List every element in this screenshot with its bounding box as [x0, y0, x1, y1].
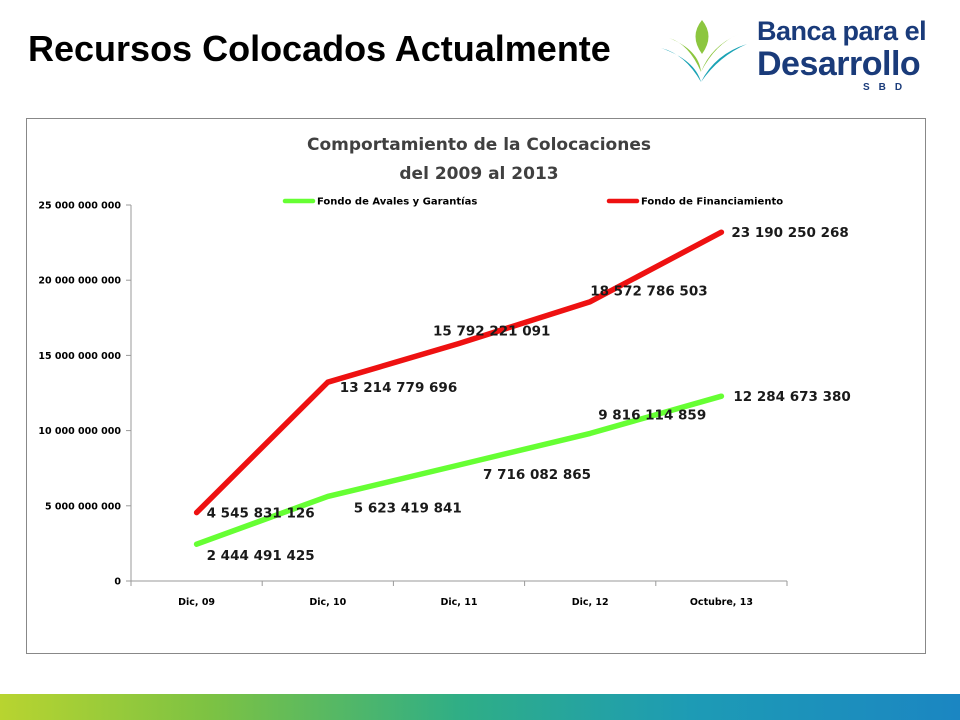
data-label: 15 792 221 091 — [433, 323, 550, 339]
y-tick-label: 10 000 000 000 — [38, 426, 121, 437]
data-label: 23 190 250 268 — [731, 225, 848, 241]
slide-title: Recursos Colocados Actualmente — [28, 28, 611, 69]
chart-title-line2: del 2009 al 2013 — [399, 164, 558, 184]
brand-logo: Banca para el Desarrollo SBD — [655, 14, 945, 94]
data-label: 18 572 786 503 — [590, 284, 707, 300]
chart-data-labels: 2 444 491 425 5 623 419 841 7 716 082 865 9… — [207, 225, 851, 564]
legend-label: Fondo de Financiamiento — [641, 197, 783, 208]
chart-frame: Comportamiento de la Colocaciones del 20… — [26, 118, 926, 654]
logo-leaf-icon — [661, 20, 747, 82]
logo-text-line2: Desarrollo — [757, 45, 921, 83]
x-tick-label: Octubre, 13 — [690, 597, 753, 608]
series-line — [193, 393, 725, 547]
data-label: 2 444 491 425 — [207, 548, 315, 564]
chart-title-line1: Comportamiento de la Colocaciones — [307, 135, 651, 155]
y-tick-label: 15 000 000 000 — [38, 351, 121, 362]
line-chart: Comportamiento de la Colocaciones del 20… — [38, 135, 851, 608]
logo-text-line1: Banca para el — [757, 16, 927, 46]
x-tick-label: Dic, 09 — [178, 597, 215, 608]
y-tick-label: 5 000 000 000 — [45, 501, 121, 512]
y-tick-label: 0 — [114, 577, 121, 588]
logo-text-sbd: SBD — [863, 82, 912, 93]
y-tick-label: 25 000 000 000 — [38, 201, 121, 212]
data-label: 9 816 114 859 — [598, 407, 706, 423]
data-label: 13 214 779 696 — [340, 380, 457, 396]
x-tick-label: Dic, 11 — [441, 597, 478, 608]
footer-color-bar — [0, 694, 960, 720]
series-line — [193, 229, 725, 516]
data-label: 7 716 082 865 — [483, 467, 591, 483]
data-label: 5 623 419 841 — [354, 500, 462, 516]
x-tick-label: Dic, 10 — [309, 597, 346, 608]
legend-label: Fondo de Avales y Garantías — [317, 196, 477, 208]
data-label: 12 284 673 380 — [733, 389, 850, 405]
x-tick-label: Dic, 12 — [572, 597, 609, 608]
chart-legend: Fondo de Avales y Garantías Fondo de Fina… — [282, 196, 783, 208]
y-tick-label: 20 000 000 000 — [38, 276, 121, 287]
chart-axes: 0 5 000 000 000 10 000 000 000 15 000 000 0… — [38, 201, 788, 608]
chart-series — [193, 229, 725, 547]
data-label: 4 545 831 126 — [207, 506, 315, 522]
